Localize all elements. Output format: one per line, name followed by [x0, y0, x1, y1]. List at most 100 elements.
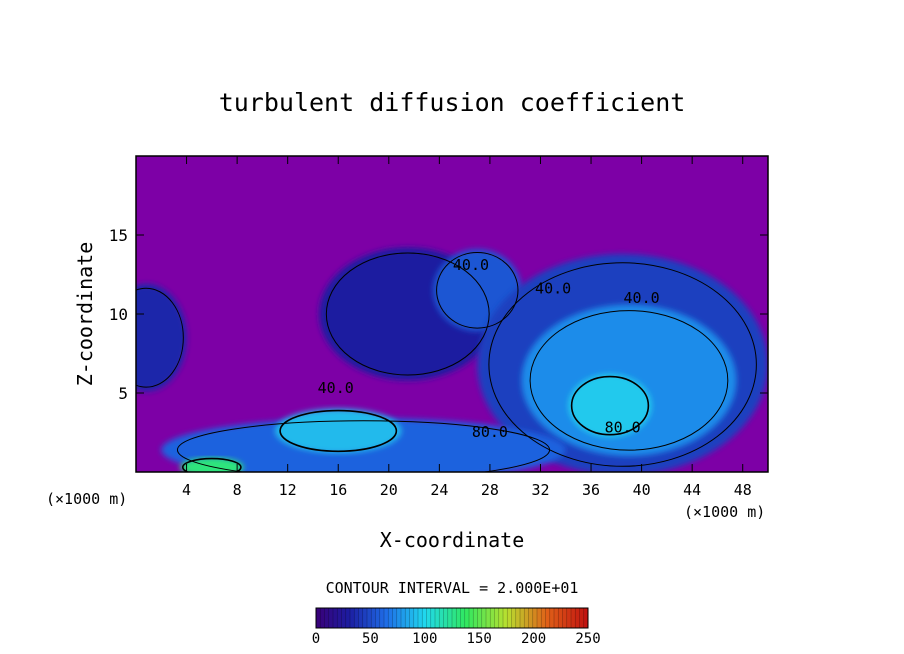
y-tick-label: 5: [118, 384, 128, 403]
colorbar-cell: [456, 608, 461, 628]
colorbar-cell: [558, 608, 563, 628]
plot-area: 40.0 40.0 40.0 40.0 80.0 80.0: [135, 155, 769, 473]
contour-layer: [136, 252, 757, 472]
contour-labels: 40.0 40.0 40.0 40.0 80.0 80.0: [318, 256, 660, 441]
colorbar-cell: [494, 608, 500, 628]
colorbar-cell: [371, 608, 376, 628]
contour-line: [529, 310, 729, 451]
colorbar-cell: [537, 608, 542, 628]
colorbar-cell: [515, 608, 521, 628]
colorbar-cell: [405, 608, 410, 628]
colorbar-cell: [498, 608, 504, 628]
colorbar-cell: [447, 608, 453, 628]
field-region-low-core: [275, 408, 402, 454]
colorbar-cell: [413, 608, 419, 628]
y-tick-label: 15: [109, 226, 128, 245]
x-tick-label: 16: [329, 481, 347, 499]
colorbar-cell: [354, 608, 359, 628]
x-tick-label: 48: [734, 481, 752, 499]
colorbar-cell: [545, 608, 551, 628]
colorbar-cell: [418, 608, 423, 628]
colorbar-cell: [388, 608, 393, 628]
contour-line: [488, 262, 757, 467]
colorbar-cell: [367, 608, 372, 628]
field-region-surface-peak: [180, 457, 244, 472]
colorbar-cell: [452, 608, 457, 628]
contour-line: [136, 287, 184, 388]
colorbar-cell: [430, 608, 436, 628]
colorbar: [315, 607, 589, 629]
colorbar-cell: [541, 608, 546, 628]
colorbar-cell: [464, 608, 470, 628]
contour-line: [279, 409, 398, 453]
colorbar-cell: [337, 608, 342, 628]
colorbar-cell: [316, 608, 321, 628]
colorbar-cell: [579, 608, 585, 628]
colorbar-cell: [549, 608, 555, 628]
x-axis: 4 8 12 16 20 24 28 32 36 40 44 48: [182, 156, 752, 499]
colorbar-cell: [554, 608, 559, 628]
colorbar-tick-label: 100: [412, 631, 437, 647]
contour-line: [177, 420, 551, 472]
colorbar-cell: [511, 608, 517, 628]
colorbar-cell: [575, 608, 580, 628]
colorbar-tick-label: 200: [521, 631, 546, 647]
colorbar-cell: [439, 608, 444, 628]
colorbar-cell: [320, 608, 325, 628]
colorbar-cell: [520, 608, 525, 628]
colorbar-cell: [350, 608, 355, 628]
colorbar-cell: [490, 608, 495, 628]
x-tick-label: 24: [430, 481, 448, 499]
colorbar-cell: [384, 608, 389, 628]
colorbar-cell: [324, 608, 330, 628]
y-tick-label: 10: [109, 305, 128, 324]
colorbar-cell: [583, 608, 589, 628]
colorbar-cell: [524, 608, 529, 628]
colorbar-cell: [503, 608, 508, 628]
colorbar-cell: [341, 608, 347, 628]
colorbar-cell: [507, 608, 512, 628]
colorbar-cell: [328, 608, 334, 628]
colorbar-cell: [566, 608, 572, 628]
x-axis-title: X-coordinate: [380, 528, 525, 552]
colorbar-cell: [443, 608, 449, 628]
field-region-left-plume: [136, 283, 187, 392]
contour-label: 40.0: [318, 379, 354, 397]
colorbar-cell: [477, 608, 483, 628]
colorbar-cell: [375, 608, 381, 628]
colorbar-cell: [532, 608, 538, 628]
colorbar-cell: [486, 608, 491, 628]
x-unit-label: (×1000 m): [46, 490, 127, 508]
colorbar-cell: [409, 608, 415, 628]
x-tick-label: 28: [481, 481, 499, 499]
contour-line: [181, 457, 242, 472]
contour-line: [325, 252, 490, 376]
contour-label: 40.0: [624, 289, 660, 307]
colorbar-tick-label: 50: [362, 631, 379, 647]
x-tick-label: 36: [582, 481, 600, 499]
contour-label: 80.0: [605, 419, 641, 437]
x-tick-label: 8: [233, 481, 242, 499]
colorbar-cell: [460, 608, 466, 628]
colorbar-cell: [469, 608, 474, 628]
colorbar-cell: [481, 608, 487, 628]
colorbar-cell: [571, 608, 576, 628]
contour-interval-text: CONTOUR INTERVAL = 2.000E+01: [326, 579, 579, 597]
colorbar-cell: [345, 608, 351, 628]
colorbar-cell: [358, 608, 364, 628]
colorbar-cell: [473, 608, 478, 628]
colorbar-cell: [528, 608, 534, 628]
contour-label: 40.0: [535, 279, 571, 297]
colorbar-tick-label: 250: [575, 631, 600, 647]
x-tick-label: 32: [531, 481, 549, 499]
colorbar-cell: [392, 608, 398, 628]
x-unit-label-right: (×1000 m): [684, 503, 765, 521]
colorbar-cell: [562, 608, 568, 628]
chart-title: turbulent diffusion coefficient: [219, 88, 686, 117]
y-axis: 5 10 15: [109, 226, 768, 403]
contour-line: [570, 375, 650, 436]
x-tick-label: 44: [683, 481, 701, 499]
colorbar-cell: [422, 608, 427, 628]
field-region-right-inner: [568, 374, 652, 438]
